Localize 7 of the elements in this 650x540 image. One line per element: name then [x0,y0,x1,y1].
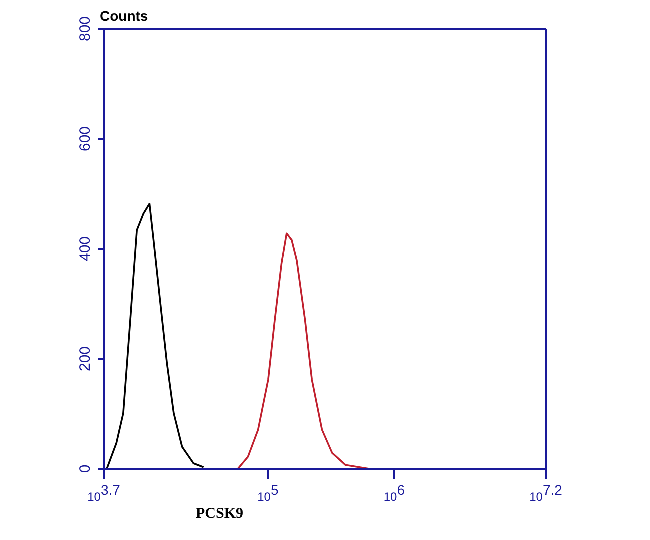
y-tick-label: 0 [77,464,94,474]
y-tick-label: 200 [77,346,94,372]
y-tick-label: 800 [77,16,94,42]
y-axis-title: Counts [100,8,148,24]
x-axis-title: PCSK9 [196,506,244,523]
y-tick-label: 400 [77,236,94,262]
y-tick-label: 600 [77,126,94,152]
